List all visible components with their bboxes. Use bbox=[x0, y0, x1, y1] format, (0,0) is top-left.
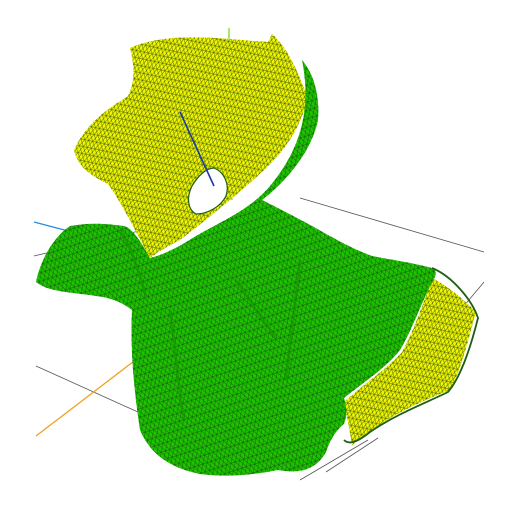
inner-surface-top bbox=[74, 34, 308, 258]
inner-surface-right bbox=[344, 278, 476, 446]
inner-axis bbox=[179, 111, 215, 187]
cavity-hole bbox=[187, 167, 228, 215]
surface-folds bbox=[118, 229, 302, 421]
outer-surface bbox=[36, 60, 479, 476]
ground-grid-front bbox=[325, 437, 379, 473]
